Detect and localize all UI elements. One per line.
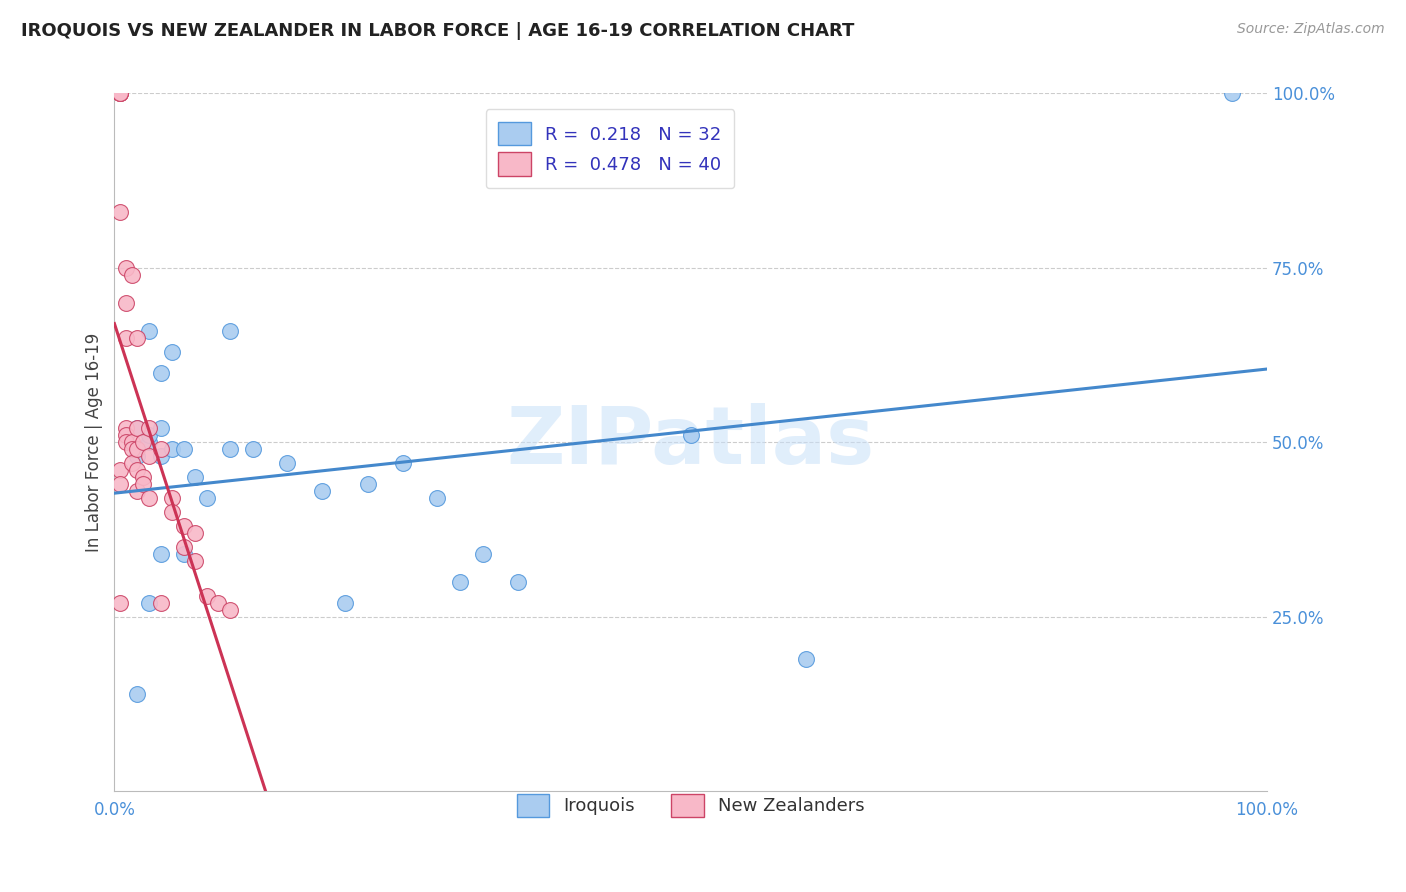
Point — [149, 442, 172, 457]
Point — [160, 344, 183, 359]
Point — [149, 421, 172, 435]
Point — [218, 442, 240, 457]
Point — [115, 435, 138, 450]
Point — [1220, 87, 1243, 101]
Point — [391, 456, 413, 470]
Point — [115, 295, 138, 310]
Point — [184, 470, 207, 484]
Point — [108, 87, 131, 101]
Point — [160, 491, 183, 505]
Point — [138, 491, 160, 505]
Point — [506, 574, 529, 589]
Point — [115, 331, 138, 345]
Legend: Iroquois, New Zealanders: Iroquois, New Zealanders — [509, 787, 872, 824]
Point — [138, 596, 160, 610]
Point — [115, 260, 138, 275]
Point — [173, 519, 195, 533]
Text: Source: ZipAtlas.com: Source: ZipAtlas.com — [1237, 22, 1385, 37]
Point — [138, 324, 160, 338]
Point — [127, 421, 149, 435]
Point — [173, 442, 195, 457]
Point — [149, 596, 172, 610]
Point — [132, 470, 155, 484]
Point — [115, 428, 138, 442]
Point — [138, 421, 160, 435]
Point — [449, 574, 471, 589]
Point — [108, 87, 131, 101]
Point — [121, 456, 143, 470]
Point — [127, 442, 149, 457]
Point — [149, 366, 172, 380]
Point — [207, 596, 229, 610]
Point — [472, 547, 495, 561]
Y-axis label: In Labor Force | Age 16-19: In Labor Force | Age 16-19 — [86, 333, 103, 552]
Point — [115, 421, 138, 435]
Point — [127, 463, 149, 477]
Point — [242, 442, 264, 457]
Point — [121, 442, 143, 457]
Point — [121, 268, 143, 282]
Point — [173, 547, 195, 561]
Point — [138, 428, 160, 442]
Point — [311, 484, 333, 499]
Point — [149, 450, 172, 464]
Point — [160, 442, 183, 457]
Point — [679, 428, 702, 442]
Point — [218, 603, 240, 617]
Point — [195, 491, 218, 505]
Point — [108, 477, 131, 491]
Point — [108, 596, 131, 610]
Point — [132, 477, 155, 491]
Point — [149, 547, 172, 561]
Point — [184, 526, 207, 541]
Point — [276, 456, 298, 470]
Point — [108, 87, 131, 101]
Point — [132, 435, 155, 450]
Point — [184, 554, 207, 568]
Point — [794, 651, 817, 665]
Point — [218, 324, 240, 338]
Point — [127, 687, 149, 701]
Point — [121, 435, 143, 450]
Point — [333, 596, 356, 610]
Text: ZIPatlas: ZIPatlas — [506, 403, 875, 482]
Point — [195, 589, 218, 603]
Point — [127, 484, 149, 499]
Point — [357, 477, 380, 491]
Point — [138, 450, 160, 464]
Point — [127, 331, 149, 345]
Point — [108, 87, 131, 101]
Point — [127, 421, 149, 435]
Point — [138, 435, 160, 450]
Point — [108, 463, 131, 477]
Point — [127, 450, 149, 464]
Point — [426, 491, 449, 505]
Point — [108, 205, 131, 219]
Point — [160, 505, 183, 519]
Text: IROQUOIS VS NEW ZEALANDER IN LABOR FORCE | AGE 16-19 CORRELATION CHART: IROQUOIS VS NEW ZEALANDER IN LABOR FORCE… — [21, 22, 855, 40]
Point — [173, 540, 195, 554]
